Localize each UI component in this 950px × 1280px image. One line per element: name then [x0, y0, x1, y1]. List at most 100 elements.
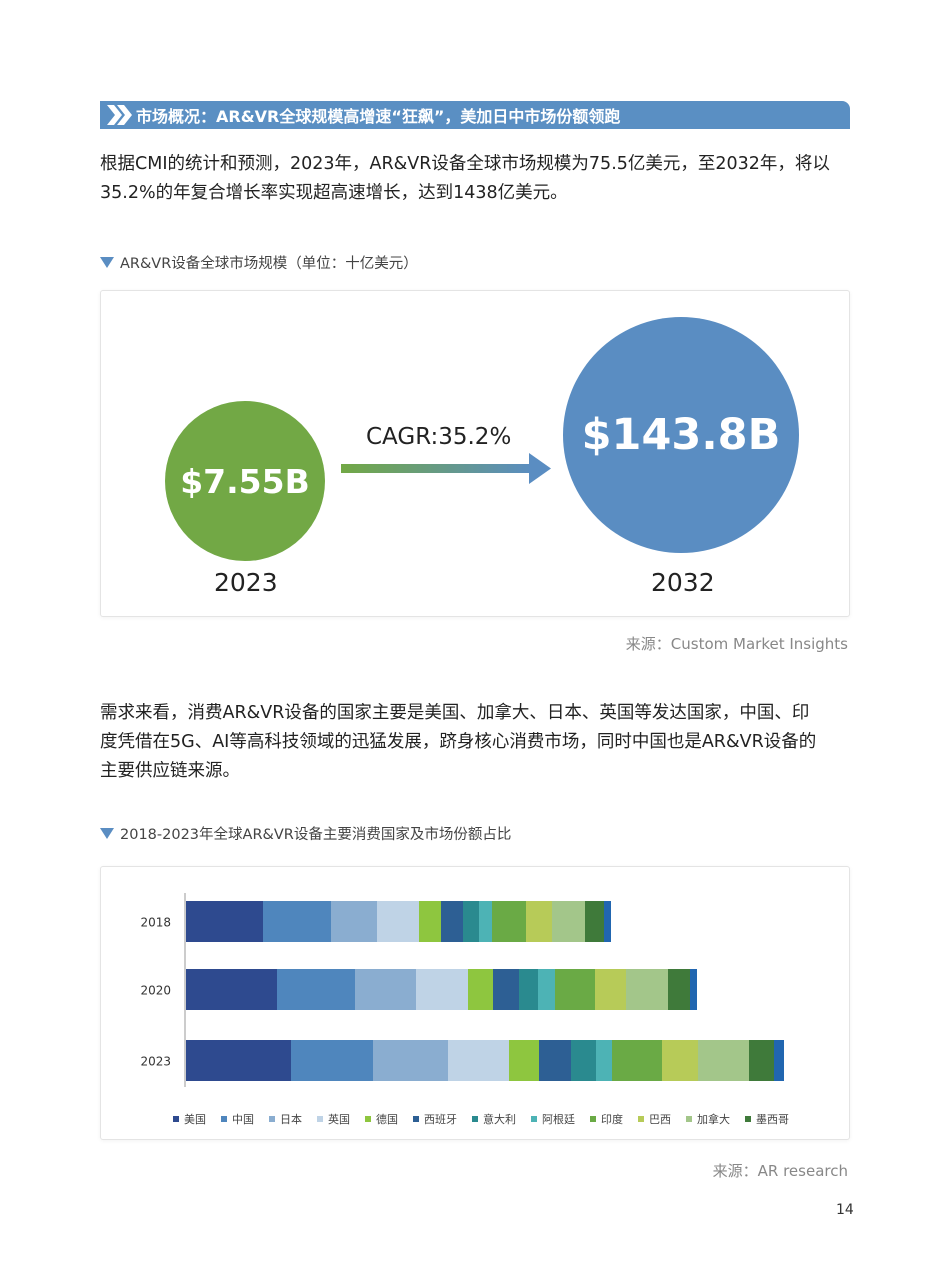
value-2032: $143.8B: [581, 410, 781, 460]
bar-segment: [595, 969, 626, 1010]
legend-swatch: [173, 1116, 179, 1122]
legend-item: 英国: [317, 1111, 350, 1127]
cagr-label: CAGR:35.2%: [366, 424, 512, 450]
legend-label: 阿根廷: [542, 1113, 575, 1126]
legend-swatch: [590, 1116, 596, 1122]
legend-label: 日本: [280, 1113, 302, 1126]
paragraph-line: 根据CMI的统计和预测，2023年，AR&VR设备全球市场规模为75.5亿美元，…: [100, 154, 830, 174]
paragraph-line: 需求来看，消费AR&VR设备的国家主要是美国、加拿大、日本、英国等发达国家，中国…: [100, 703, 810, 723]
legend-label: 德国: [376, 1113, 398, 1126]
legend-label: 印度: [601, 1113, 623, 1126]
y-tick-label: 2023: [140, 1055, 171, 1069]
bar-segment: [277, 969, 355, 1010]
bar-segment: [186, 1040, 291, 1081]
bar-segment: [448, 1040, 509, 1081]
bar-segment: [509, 1040, 539, 1081]
legend-swatch: [365, 1116, 371, 1122]
legend-label: 中国: [232, 1113, 254, 1126]
legend-item: 西班牙: [413, 1111, 457, 1127]
legend-label: 意大利: [483, 1113, 516, 1126]
value-2023: $7.55B: [180, 461, 310, 501]
section-title: 市场概况：AR&VR全球规模高增速“狂飙”，美加日中市场份额领跑: [136, 107, 621, 126]
bar-segment: [571, 1040, 596, 1081]
y-tick-label: 2018: [140, 916, 171, 930]
bubble-2023: $7.55B: [165, 401, 325, 561]
legend-item: 印度: [590, 1111, 623, 1127]
legend-item: 美国: [173, 1111, 206, 1127]
legend-swatch: [317, 1116, 323, 1122]
bar-segment: [538, 969, 555, 1010]
bar-segment: [596, 1040, 612, 1081]
bar-segment: [668, 969, 690, 1010]
y-tick-label: 2020: [140, 984, 171, 998]
bar-segment: [604, 901, 611, 942]
bar-segment: [552, 901, 585, 942]
legend-item: 中国: [221, 1111, 254, 1127]
legend-item: 巴西: [638, 1111, 671, 1127]
bar-segment: [698, 1040, 749, 1081]
bar-segment: [662, 1040, 698, 1081]
page-number: 14: [836, 1202, 854, 1218]
market-share-chart: 2018 2020 2023: [100, 866, 850, 1140]
legend-item: 加拿大: [686, 1111, 730, 1127]
legend-item: 日本: [269, 1111, 302, 1127]
bar-segment: [526, 901, 552, 942]
legend-swatch: [531, 1116, 537, 1122]
bar-segment: [419, 901, 441, 942]
bar-segment: [690, 969, 697, 1010]
chart1-source: 来源：Custom Market Insights: [625, 635, 848, 653]
legend-label: 英国: [328, 1113, 350, 1126]
legend-item: 意大利: [472, 1111, 516, 1127]
triangle-down-icon: [100, 828, 114, 839]
legend-label: 加拿大: [697, 1113, 730, 1126]
chart2-legend: 美国 中国 日本 英国 德国 西班牙 意大利 阿根廷 印度 巴西 加拿大 墨西哥: [173, 1111, 804, 1127]
bar-segment: [585, 901, 604, 942]
bar-segment: [441, 901, 463, 942]
bar-segment: [519, 969, 538, 1010]
bar-segment: [774, 1040, 784, 1081]
legend-label: 墨西哥: [756, 1113, 789, 1126]
bar-segment: [492, 901, 526, 942]
legend-swatch: [472, 1116, 478, 1122]
intro-paragraph: 根据CMI的统计和预测，2023年，AR&VR设备全球市场规模为75.5亿美元，…: [100, 150, 852, 208]
bar-segment: [626, 969, 668, 1010]
bar-segment: [355, 969, 416, 1010]
chart2-caption-text: 2018-2023年全球AR&VR设备主要消费国家及市场份额占比: [120, 827, 512, 843]
legend-item: 墨西哥: [745, 1111, 789, 1127]
chart1-caption: AR&VR设备全球市场规模（单位：十亿美元）: [100, 252, 418, 273]
bar-segment: [416, 969, 468, 1010]
legend-swatch: [745, 1116, 751, 1122]
bar-segment: [263, 901, 331, 942]
bar-segment: [373, 1040, 448, 1081]
bar-segment: [331, 901, 377, 942]
paragraph-line: 度凭借在5G、AI等高科技领域的迅猛发展，跻身核心消费市场，同时中国也是AR&V…: [100, 732, 817, 752]
legend-swatch: [269, 1116, 275, 1122]
legend-label: 西班牙: [424, 1113, 457, 1126]
paragraph-line: 35.2%的年复合增长率实现超高速增长，达到1438亿美元。: [100, 183, 568, 203]
chart2-caption: 2018-2023年全球AR&VR设备主要消费国家及市场份额占比: [100, 823, 511, 844]
bar-segment: [612, 1040, 662, 1081]
growth-arrow-icon: [341, 453, 551, 484]
bar-segment: [291, 1040, 373, 1081]
demand-paragraph: 需求来看，消费AR&VR设备的国家主要是美国、加拿大、日本、英国等发达国家，中国…: [100, 699, 852, 786]
triangle-down-icon: [100, 257, 114, 268]
bar-segment: [186, 901, 263, 942]
legend-swatch: [413, 1116, 419, 1122]
legend-swatch: [686, 1116, 692, 1122]
legend-item: 德国: [365, 1111, 398, 1127]
chart2-source: 来源：AR research: [712, 1162, 848, 1180]
bubble-2032: $143.8B: [563, 317, 799, 553]
bar-segment: [186, 969, 277, 1010]
stacked-bar-chart: 2018 2020 2023: [140, 893, 784, 1087]
double-chevron-icon: [107, 105, 132, 125]
legend-swatch: [638, 1116, 644, 1122]
legend-label: 美国: [184, 1113, 206, 1126]
legend-label: 巴西: [649, 1113, 671, 1126]
bar-segment: [749, 1040, 774, 1081]
bar-segment: [479, 901, 492, 942]
paragraph-line: 主要供应链来源。: [100, 761, 240, 781]
bar-segment: [463, 901, 479, 942]
section-header-bar: 市场概况：AR&VR全球规模高增速“狂飙”，美加日中市场份额领跑: [100, 101, 850, 129]
bar-segment: [539, 1040, 571, 1081]
bar-segment: [377, 901, 419, 942]
